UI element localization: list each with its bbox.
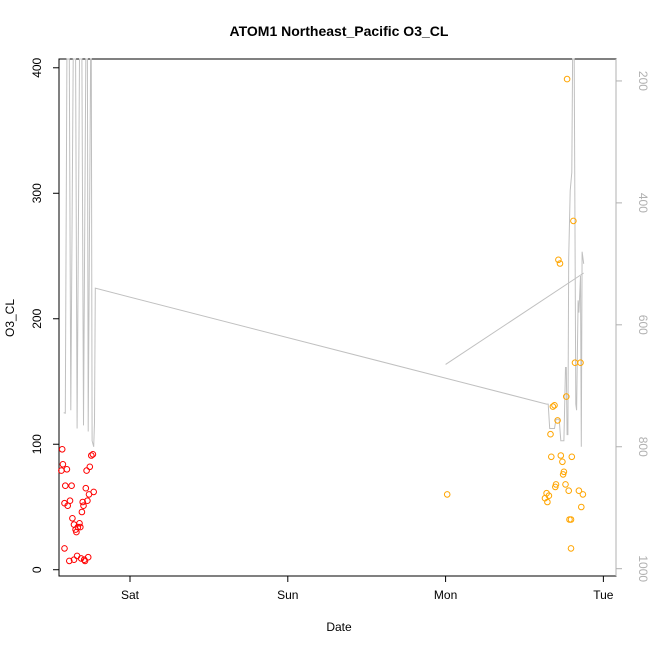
data-point — [82, 484, 90, 492]
y2-axis: 200 400 600 800 1000 — [615, 59, 650, 582]
x-tick-label: Sat — [121, 588, 140, 602]
pressure-line-layer — [63, 58, 585, 447]
data-point — [84, 497, 91, 505]
data-point — [61, 545, 68, 552]
data-point — [556, 260, 564, 267]
data-point — [551, 402, 558, 409]
data-point — [545, 492, 553, 500]
data-point — [89, 451, 97, 458]
points-layer — [58, 75, 587, 565]
data-point — [548, 453, 555, 461]
x-axis: Sat Sun Mon Tue — [121, 576, 614, 602]
x-tick-label: Tue — [593, 588, 614, 602]
data-point — [555, 256, 562, 264]
data-point — [77, 523, 84, 531]
plot-frame — [58, 58, 617, 577]
data-point — [568, 453, 576, 461]
data-point — [63, 466, 71, 473]
data-point — [79, 498, 86, 506]
data-point — [567, 516, 575, 523]
data-point — [575, 487, 583, 495]
data-point — [578, 503, 585, 511]
y2-tick-label: 200 — [636, 71, 650, 91]
data-point — [577, 359, 584, 367]
data-point — [80, 502, 87, 510]
y-axis-label: O3_CL — [3, 299, 17, 337]
data-point — [579, 491, 587, 498]
data-point — [68, 482, 75, 490]
chart-title: ATOM1 Northeast_Pacific O3_CL — [230, 23, 449, 39]
data-point — [90, 488, 97, 496]
y-tick-label: 400 — [30, 57, 44, 77]
data-point — [84, 553, 92, 561]
data-point — [567, 545, 575, 552]
data-point — [66, 497, 74, 505]
data-point — [88, 452, 95, 459]
data-point — [560, 468, 568, 476]
data-point — [563, 75, 571, 83]
data-point — [81, 557, 89, 565]
data-point — [557, 452, 565, 459]
data-point — [562, 481, 569, 488]
x-tick-label: Mon — [434, 588, 457, 602]
data-point — [570, 217, 577, 225]
data-point — [565, 487, 573, 495]
data-point — [74, 523, 82, 531]
data-point — [78, 508, 86, 516]
y2-tick-label: 800 — [636, 437, 650, 457]
data-point — [544, 498, 551, 506]
data-point — [62, 482, 69, 490]
pressure-line — [63, 58, 585, 447]
data-point — [83, 467, 90, 474]
x-tick-label: Sun — [277, 588, 298, 602]
y2-tick-label: 400 — [636, 193, 650, 213]
data-point — [549, 403, 557, 410]
data-point — [86, 463, 94, 471]
data-point — [563, 393, 570, 400]
y-axis: 0 100 200 300 400 — [30, 57, 59, 573]
y-tick-label: 200 — [30, 308, 44, 328]
data-point — [69, 515, 76, 522]
x-axis-label: Date — [326, 620, 352, 634]
data-point — [59, 461, 67, 468]
y-tick-label: 0 — [30, 566, 44, 573]
pressure-line-2 — [445, 272, 584, 365]
data-point — [66, 557, 73, 565]
data-point — [552, 481, 560, 488]
data-point — [443, 491, 451, 498]
y-tick-label: 100 — [30, 434, 44, 454]
data-point — [76, 520, 83, 527]
data-point — [58, 446, 66, 453]
y2-tick-label: 600 — [636, 315, 650, 335]
y-tick-label: 300 — [30, 183, 44, 203]
data-point — [547, 430, 554, 438]
data-point — [559, 458, 566, 466]
y2-tick-label: 1000 — [636, 555, 650, 582]
data-point — [554, 417, 561, 424]
